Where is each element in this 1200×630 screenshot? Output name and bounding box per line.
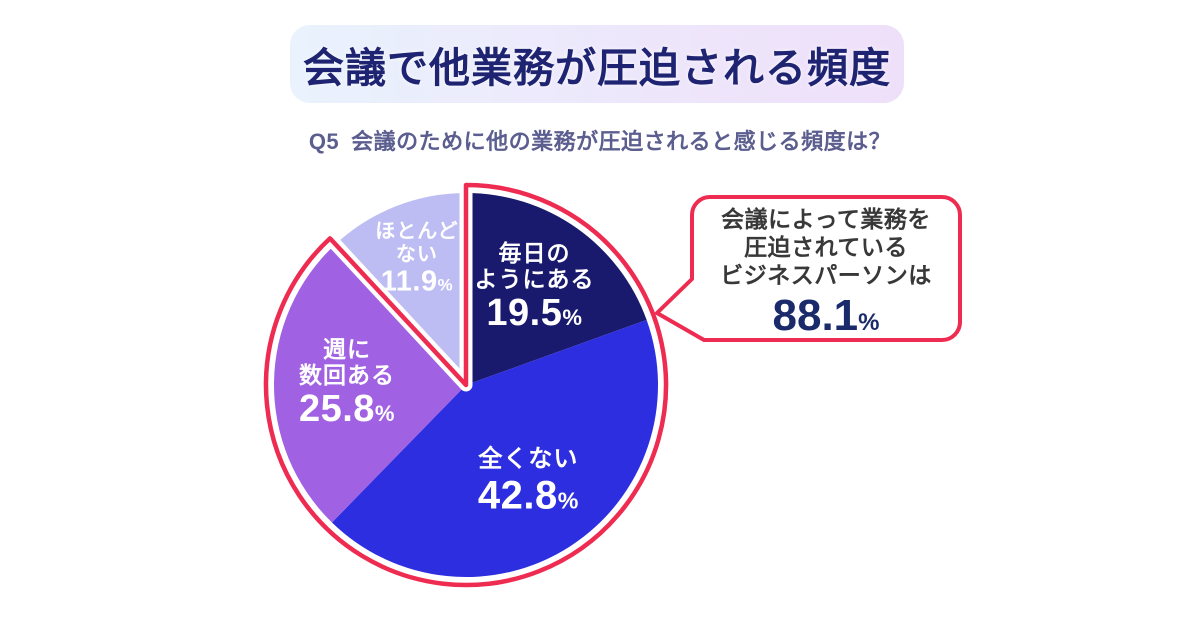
question-number: Q5	[308, 129, 340, 154]
callout-bubble	[655, 195, 962, 342]
pie-slice-2	[273, 244, 466, 523]
pie-slice-3	[335, 193, 466, 385]
title-banner: 会議で他業務が圧迫される頻度	[290, 25, 904, 103]
question-body: 会議のために他の業務が圧迫されると感じる頻度は？	[351, 129, 892, 154]
question-text: Q5 会議のために他の業務が圧迫されると感じる頻度は？	[0, 124, 1200, 156]
pie-slice-1	[331, 319, 659, 578]
page-title: 会議で他業務が圧迫される頻度	[303, 45, 891, 91]
highlight-outline	[263, 182, 669, 588]
pie-slice-0	[466, 192, 647, 385]
